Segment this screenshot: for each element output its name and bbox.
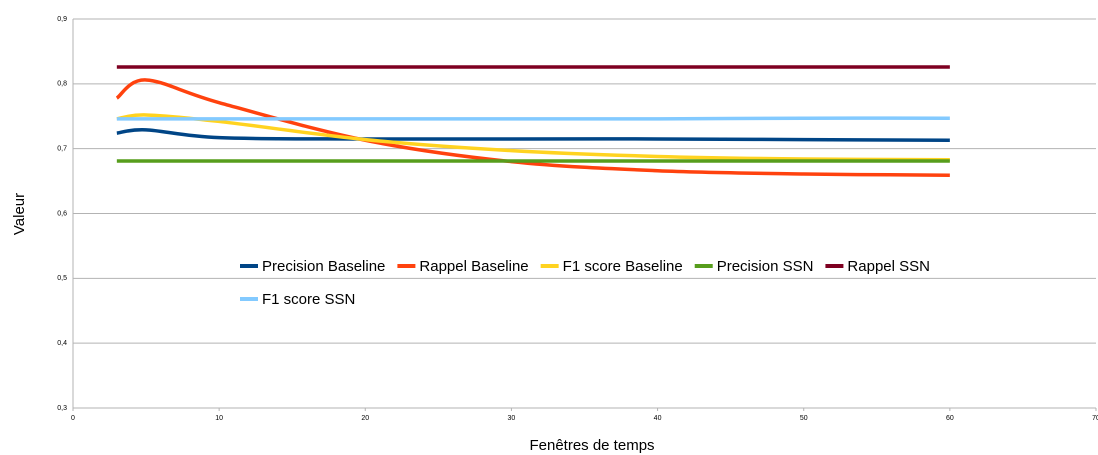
y-tick-label: 0,8: [57, 81, 67, 88]
legend-label: Precision Baseline: [262, 258, 385, 275]
x-tick-label: 10: [215, 415, 223, 422]
legend-item: Precision Baseline: [240, 258, 385, 275]
legend-item: Rappel Baseline: [397, 258, 529, 275]
x-tick-label: 50: [800, 415, 808, 422]
x-tick-label: 40: [654, 415, 662, 422]
y-tick-label: 0,9: [57, 16, 67, 23]
series-line: [116, 128, 950, 142]
y-tick-label: 0,6: [57, 210, 67, 217]
legend-item: Rappel SSN: [825, 258, 930, 275]
y-tick-label: 0,3: [57, 405, 67, 412]
legend-item: F1 score SSN: [240, 291, 355, 308]
x-axis-title: Fenêtres de temps: [529, 437, 654, 454]
legend-label: Precision SSN: [717, 258, 814, 275]
x-tick-label: 70: [1092, 415, 1098, 422]
legend-item: Precision SSN: [694, 258, 814, 275]
x-tick-label: 60: [946, 415, 954, 422]
legend-label: Rappel SSN: [847, 258, 930, 275]
y-tick-label: 0,7: [57, 146, 67, 153]
series-line: [116, 116, 950, 121]
x-tick-label: 20: [361, 415, 369, 422]
legend-item: F1 score Baseline: [540, 258, 683, 275]
x-tick-label: 30: [508, 415, 516, 422]
legend-label: Rappel Baseline: [419, 258, 528, 275]
legend-label: F1 score Baseline: [563, 258, 683, 275]
legend-label: F1 score SSN: [262, 291, 355, 308]
y-axis-title: Valeur: [11, 193, 28, 235]
y-tick-label: 0,5: [57, 275, 67, 282]
x-tick-label: 0: [71, 415, 75, 422]
y-tick-label: 0,4: [57, 340, 67, 347]
series-line: [115, 78, 950, 177]
